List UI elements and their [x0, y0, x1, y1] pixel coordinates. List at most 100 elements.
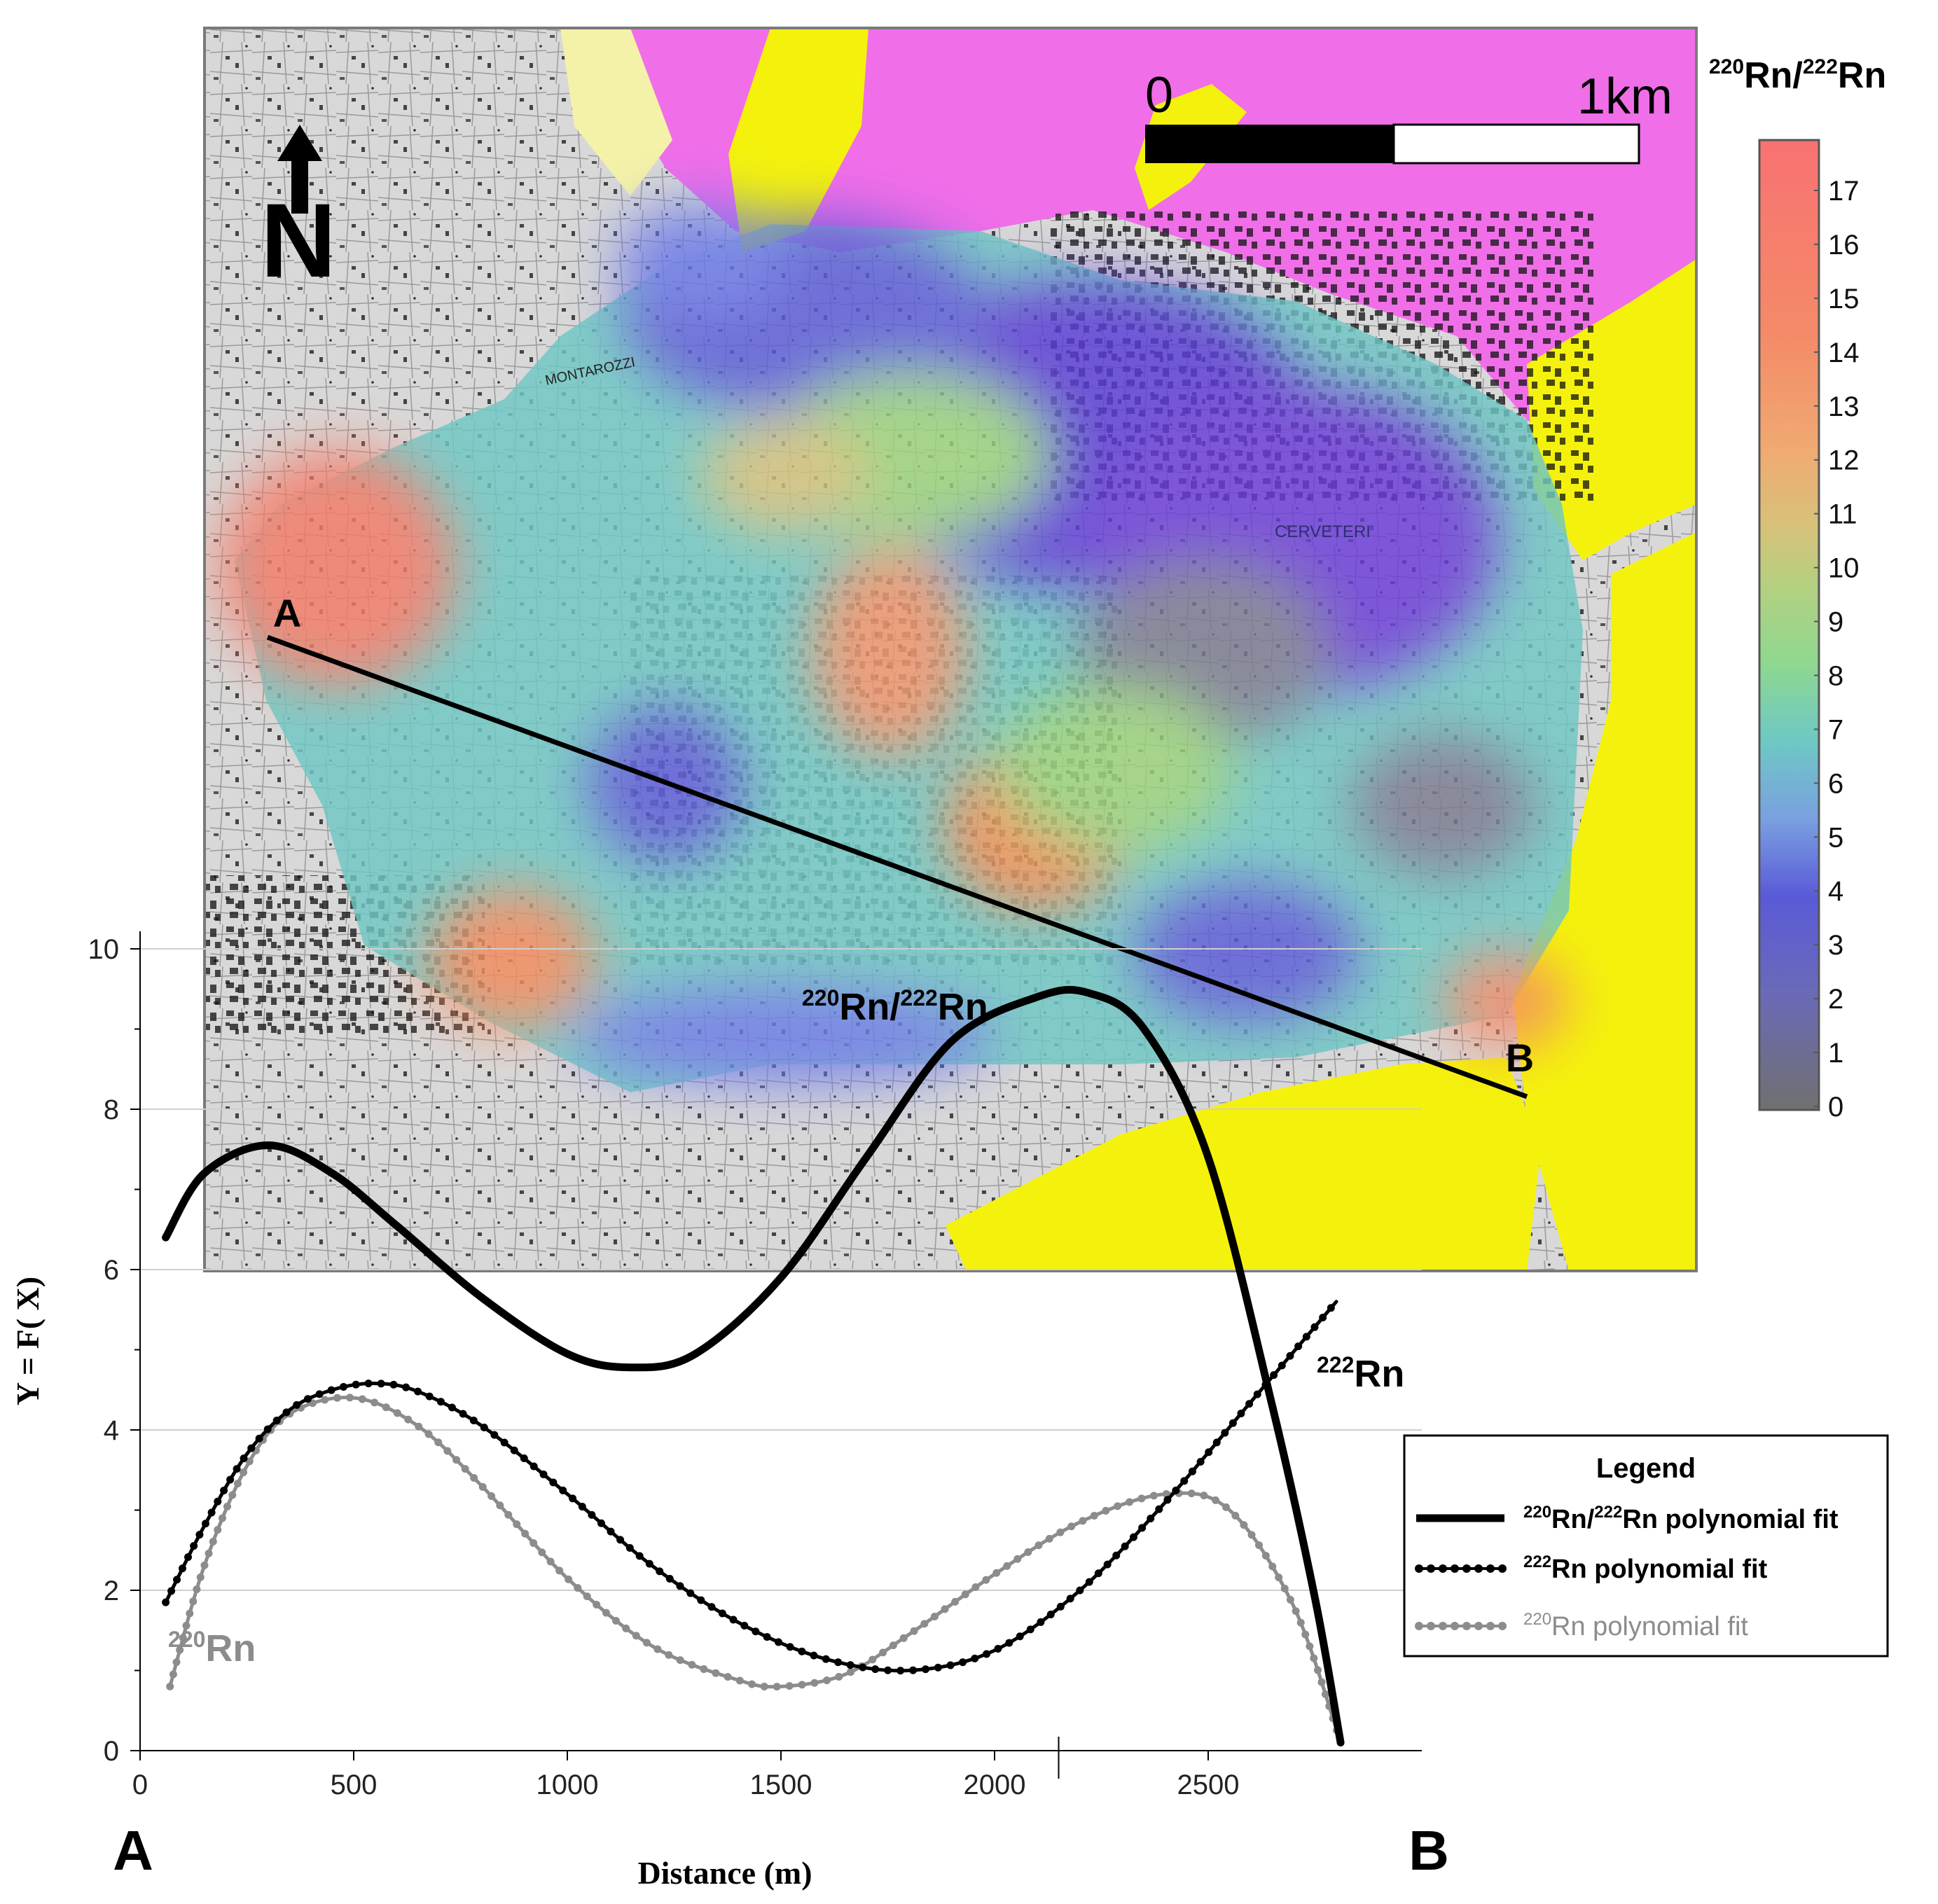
series-marker-2: [632, 1632, 640, 1640]
colorbar-tick-label: 13: [1828, 391, 1860, 422]
series-marker-1: [994, 1645, 1002, 1653]
y-tick-label: 8: [104, 1095, 119, 1125]
series-marker-2: [653, 1645, 662, 1653]
series-marker-1: [436, 1398, 445, 1406]
colorbar-tick-label: 17: [1828, 176, 1860, 207]
series-marker-2: [321, 1396, 329, 1404]
series-marker-1: [1270, 1371, 1278, 1380]
series-marker-1: [549, 1478, 558, 1487]
series-marker-1: [686, 1589, 695, 1597]
series-marker-2: [452, 1456, 461, 1464]
ratio-heatmap: [217, 203, 1583, 1092]
series-marker-1: [167, 1587, 176, 1595]
y-axis-title: Y = F( X): [10, 1277, 46, 1405]
series-marker-2: [785, 1682, 794, 1690]
colorbar-tick-label: 15: [1828, 284, 1860, 314]
series-label-220rn: 220Rn: [168, 1627, 256, 1669]
series-marker-2: [404, 1415, 413, 1424]
legend-swatch-marker: [1451, 1622, 1459, 1630]
series-marker-1: [201, 1520, 209, 1528]
series-marker-1: [1253, 1390, 1261, 1398]
series-marker-1: [520, 1454, 528, 1463]
series-marker-1: [339, 1382, 347, 1391]
series-marker-1: [459, 1410, 467, 1418]
series-marker-1: [697, 1596, 705, 1604]
scale-bar-black: [1145, 125, 1394, 163]
series-marker-2: [700, 1665, 708, 1674]
colorbar-tick-label: 2: [1828, 984, 1843, 1015]
legend-item-220rn: 220Rn polynomial fit: [1523, 1610, 1748, 1641]
series-marker-2: [593, 1601, 601, 1609]
series-marker-1: [1245, 1400, 1254, 1408]
series-marker-2: [214, 1526, 222, 1534]
legend-swatch-marker: [1498, 1622, 1507, 1630]
series-marker-2: [1296, 1618, 1305, 1627]
series-marker-1: [1180, 1477, 1189, 1485]
series-marker-2: [810, 1679, 819, 1687]
series-marker-1: [846, 1661, 854, 1669]
series-marker-2: [688, 1660, 696, 1669]
legend-swatch-marker: [1427, 1564, 1435, 1573]
scale-bar: 0 1km: [1145, 67, 1673, 165]
series-marker-1: [871, 1665, 880, 1674]
legend-swatch-marker: [1439, 1564, 1447, 1573]
scale-bar-white: [1392, 123, 1640, 165]
legend-swatch-marker: [1486, 1622, 1495, 1630]
series-marker-2: [196, 1573, 205, 1581]
series-marker-1: [377, 1380, 385, 1388]
series-marker-2: [773, 1683, 781, 1691]
pale-yellow-unit: [560, 28, 672, 196]
series-marker-1: [539, 1470, 548, 1478]
colorbar-title: 220Rn/222Rn: [1709, 55, 1886, 96]
series-marker-1: [178, 1564, 186, 1573]
map-point-a: A: [273, 591, 301, 635]
series-marker-1: [616, 1536, 625, 1544]
series-marker-2: [724, 1673, 732, 1681]
series-marker-2: [189, 1597, 198, 1606]
series-marker-1: [1046, 1611, 1055, 1619]
series-marker-2: [1067, 1522, 1076, 1531]
yellow-unit-south: [946, 1057, 1541, 1271]
colorbar-tick-label: 5: [1828, 822, 1843, 853]
legend-title: Legend: [1596, 1453, 1696, 1484]
series-marker-2: [868, 1655, 877, 1664]
x-axis-title: Distance (m): [637, 1855, 812, 1891]
series-marker-1: [214, 1497, 222, 1506]
series-marker-1: [798, 1647, 806, 1655]
series-marker-1: [676, 1582, 684, 1590]
series-marker-1: [786, 1643, 794, 1651]
series-marker-2: [961, 1590, 969, 1599]
legend-swatch-marker: [1415, 1622, 1423, 1630]
series-marker-2: [478, 1482, 487, 1491]
axis-end-label-a: A: [113, 1819, 153, 1882]
series-marker-1: [578, 1503, 586, 1511]
series-marker-1: [184, 1553, 193, 1562]
series-marker-1: [1138, 1524, 1147, 1532]
series-marker-1: [1121, 1542, 1129, 1550]
series-marker-1: [983, 1650, 991, 1658]
series-marker-1: [1112, 1551, 1121, 1559]
series-marker-2: [1286, 1595, 1294, 1604]
series-marker-1: [822, 1655, 830, 1663]
legend-item-ratio: 220Rn/222Rn polynomial fit: [1523, 1503, 1839, 1534]
colorbar-tick-label: 7: [1828, 714, 1843, 745]
series-marker-2: [1317, 1678, 1326, 1686]
legend-item-222rn: 222Rn polynomial fit: [1523, 1552, 1768, 1584]
y-tick-label: 4: [104, 1415, 119, 1446]
legend-swatch-marker: [1486, 1564, 1495, 1573]
series-marker-2: [182, 1621, 191, 1629]
series-marker-1: [389, 1380, 398, 1389]
series-marker-2: [748, 1680, 756, 1688]
colorbar-tick-label: 10: [1828, 553, 1860, 584]
series-marker-1: [247, 1444, 256, 1452]
series-marker-2: [1231, 1511, 1240, 1520]
x-tick-label: 2500: [1177, 1770, 1240, 1800]
series-marker-1: [1163, 1496, 1172, 1504]
series-marker-2: [1301, 1630, 1310, 1639]
series-marker-1: [510, 1446, 518, 1454]
series-marker-1: [1172, 1486, 1180, 1494]
series-marker-2: [1306, 1642, 1314, 1651]
series-marker-2: [941, 1605, 949, 1613]
